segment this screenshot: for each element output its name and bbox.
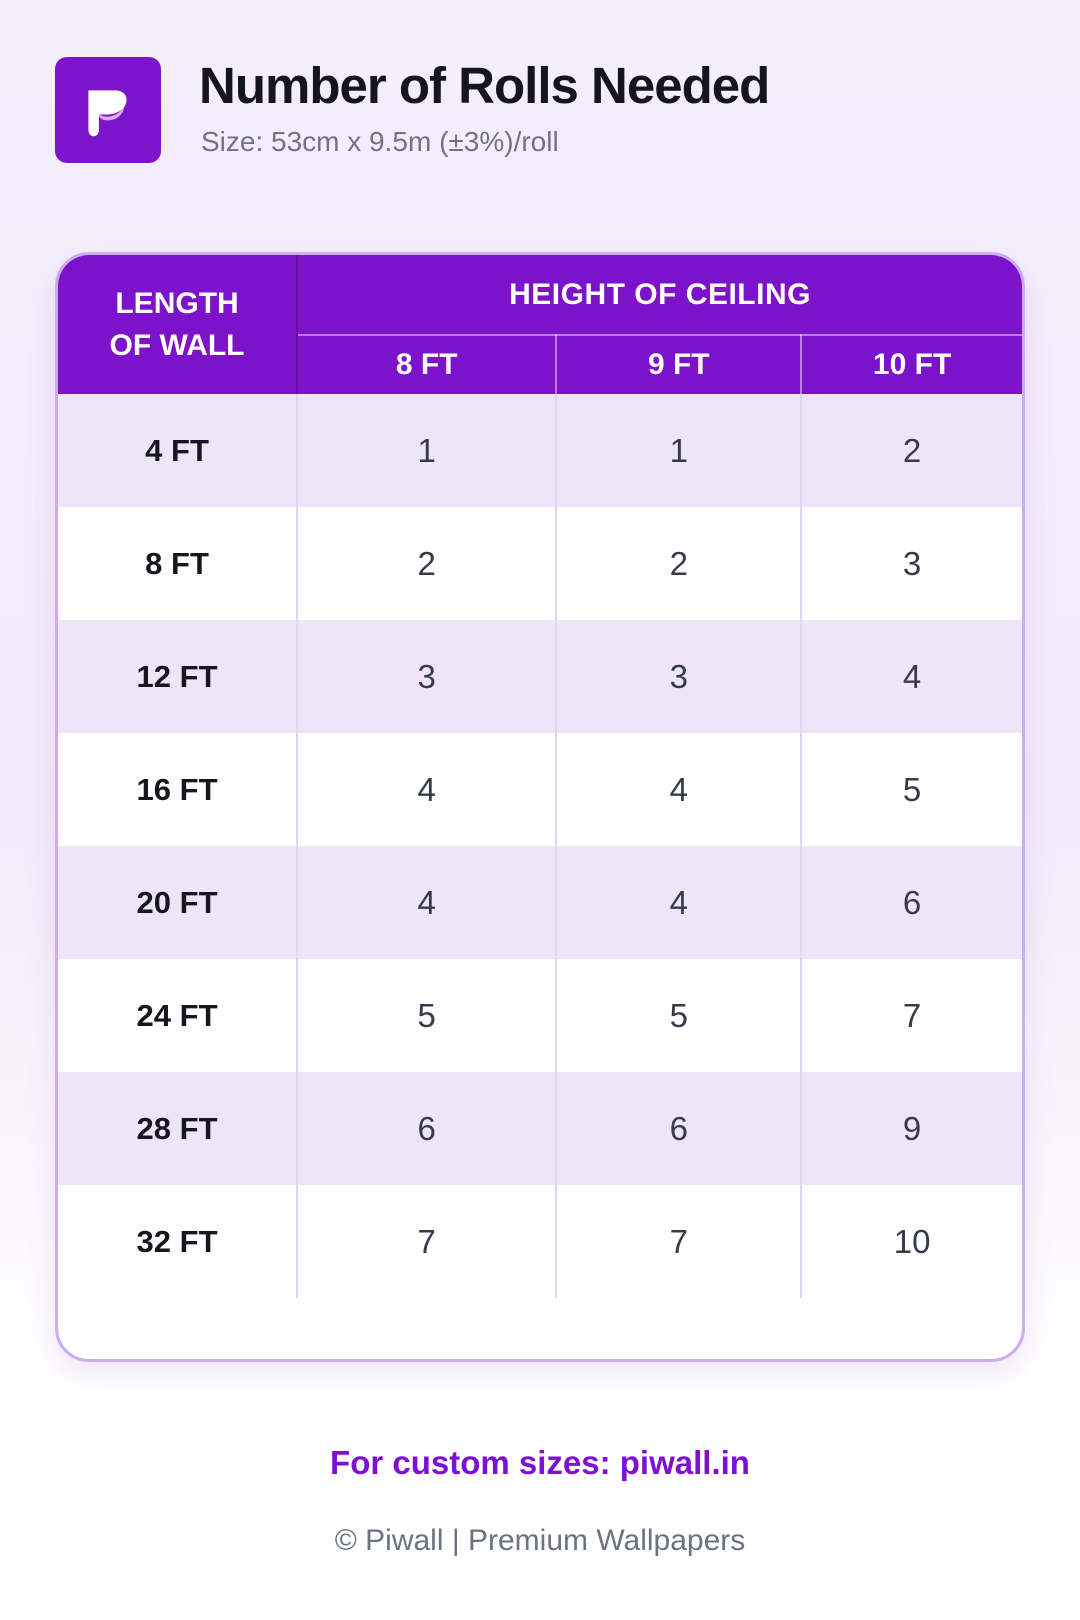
row-label: 12 FT [136, 658, 218, 694]
col-header-8ft: 8 FT [297, 335, 557, 394]
table-row: 12 FT 3 3 4 [58, 620, 1022, 733]
row-header-length-of-wall: LENGTH OF WALL [58, 255, 299, 394]
cell-value: 5 [800, 733, 1022, 846]
cell-value: 3 [296, 620, 557, 733]
cell-value: 2 [555, 507, 802, 620]
rolls-table-card: LENGTH OF WALL HEIGHT OF CEILING 8 FT 9 … [55, 252, 1025, 1362]
row-label: 16 FT [136, 771, 218, 807]
cell-value: 4 [555, 846, 802, 959]
cell-value: 1 [555, 394, 802, 507]
cell-value: 3 [800, 507, 1022, 620]
cell-value: 5 [296, 959, 557, 1072]
table-row: 16 FT 4 4 5 [58, 733, 1022, 846]
table-row: 8 FT 2 2 3 [58, 507, 1022, 620]
table-row: 4 FT 1 1 2 [58, 394, 1022, 507]
cell-value: 4 [296, 733, 557, 846]
row-header-label: LENGTH OF WALL [109, 287, 245, 362]
piwall-logo-icon [55, 57, 161, 163]
table-row: 28 FT 6 6 9 [58, 1072, 1022, 1185]
cell-value: 2 [296, 507, 557, 620]
cell-value: 1 [296, 394, 557, 507]
cell-value: 4 [555, 733, 802, 846]
row-label: 4 FT [145, 432, 209, 468]
col-header-9ft: 9 FT [555, 335, 802, 394]
table-header-row-group: LENGTH OF WALL HEIGHT OF CEILING [58, 255, 1022, 394]
rolls-table: LENGTH OF WALL HEIGHT OF CEILING 8 FT 9 … [58, 255, 1022, 1298]
row-label: 8 FT [145, 545, 209, 581]
column-group-header-height-of-ceiling: HEIGHT OF CEILING [297, 255, 1022, 336]
copyright-text: © Piwall | Premium Wallpapers [334, 1524, 746, 1557]
table-header-row-sub: 8 FT 9 FT 10 FT [58, 335, 1022, 394]
cell-value: 3 [555, 620, 802, 733]
cell-value: 6 [555, 1072, 802, 1185]
roll-size-subtitle: Size: 53cm x 9.5m (±3%)/roll [201, 126, 559, 157]
custom-sizes-link[interactable]: For custom sizes: piwall.in [330, 1444, 750, 1481]
cell-value: 2 [800, 394, 1022, 507]
cell-value: 9 [800, 1072, 1022, 1185]
cell-value: 6 [800, 846, 1022, 959]
row-label: 24 FT [136, 997, 218, 1033]
piwall-p-glyph [88, 90, 127, 137]
cell-value: 6 [296, 1072, 557, 1185]
col-header-10ft: 10 FT [800, 335, 1022, 394]
cell-value: 5 [555, 959, 802, 1072]
table-row: 20 FT 4 4 6 [58, 846, 1022, 959]
page-title: Number of Rolls Needed [199, 57, 770, 114]
row-label: 20 FT [136, 884, 218, 920]
cell-value: 7 [800, 959, 1022, 1072]
cell-value: 7 [296, 1185, 557, 1298]
cell-value: 7 [555, 1185, 802, 1298]
cell-value: 4 [800, 620, 1022, 733]
cell-value: 10 [800, 1185, 1022, 1298]
table-row: 32 FT 7 7 10 [58, 1185, 1022, 1298]
row-label: 32 FT [136, 1223, 218, 1259]
row-label: 28 FT [136, 1110, 218, 1146]
table-row: 24 FT 5 5 7 [58, 959, 1022, 1072]
cell-value: 4 [296, 846, 557, 959]
